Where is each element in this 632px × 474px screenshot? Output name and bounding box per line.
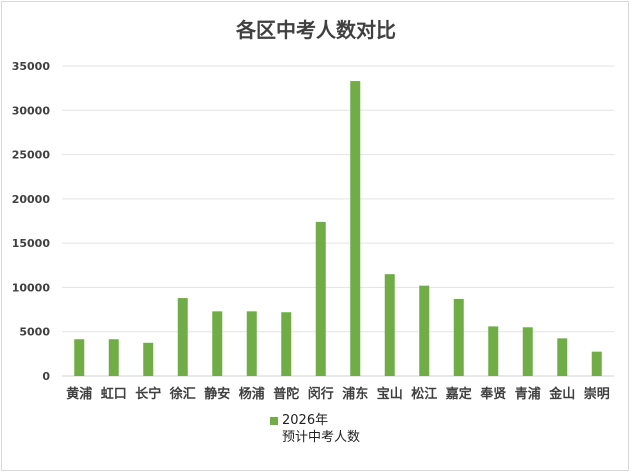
legend-label-line2: 预计中考人数 <box>282 430 361 445</box>
bar <box>557 338 568 376</box>
bar <box>281 312 292 376</box>
bar <box>350 81 361 377</box>
x-tick-label: 青浦 <box>515 386 541 402</box>
x-tick-label: 杨浦 <box>239 386 265 402</box>
y-tick-label: 10000 <box>12 281 51 294</box>
bar <box>108 339 119 376</box>
y-tick-label: 20000 <box>12 193 51 206</box>
x-tick-label: 普陀 <box>273 386 299 402</box>
x-tick-label: 长宁 <box>135 386 161 402</box>
x-tick-label: 崇明 <box>584 386 610 402</box>
x-tick-label: 嘉定 <box>445 386 472 402</box>
x-tick-label: 闵行 <box>308 386 334 402</box>
x-tick-label: 宝山 <box>377 386 403 402</box>
x-tick-label: 松江 <box>411 386 437 402</box>
x-tick-label: 浦东 <box>342 386 368 402</box>
bar <box>453 298 464 376</box>
bar <box>74 339 85 376</box>
bar <box>246 311 257 376</box>
x-tick-label: 虹口 <box>101 386 127 402</box>
y-tick-label: 15000 <box>12 237 51 250</box>
x-tick-label: 奉贤 <box>479 386 506 402</box>
legend-swatch <box>270 416 278 425</box>
bar <box>522 327 533 376</box>
chart-title: 各区中考人数对比 <box>236 18 396 42</box>
bar <box>177 298 188 376</box>
y-tick-label: 35000 <box>12 60 51 73</box>
y-tick-label: 25000 <box>12 149 51 162</box>
bar <box>212 311 223 376</box>
y-tick-label: 30000 <box>12 104 51 117</box>
y-tick-label: 0 <box>42 370 50 383</box>
x-tick-label: 徐汇 <box>169 386 196 402</box>
bar <box>591 351 602 376</box>
x-tick-label: 金山 <box>548 386 575 402</box>
bar <box>384 274 395 376</box>
bar <box>419 285 430 376</box>
legend: 2026年 预计中考人数 <box>270 412 360 446</box>
bar <box>143 342 154 376</box>
bar <box>488 326 499 376</box>
x-tick-label: 静安 <box>204 386 230 402</box>
legend-label-line1: 2026年 <box>282 413 329 428</box>
bar <box>315 221 326 376</box>
x-tick-label: 黄浦 <box>66 386 92 402</box>
y-tick-label: 5000 <box>19 326 50 339</box>
